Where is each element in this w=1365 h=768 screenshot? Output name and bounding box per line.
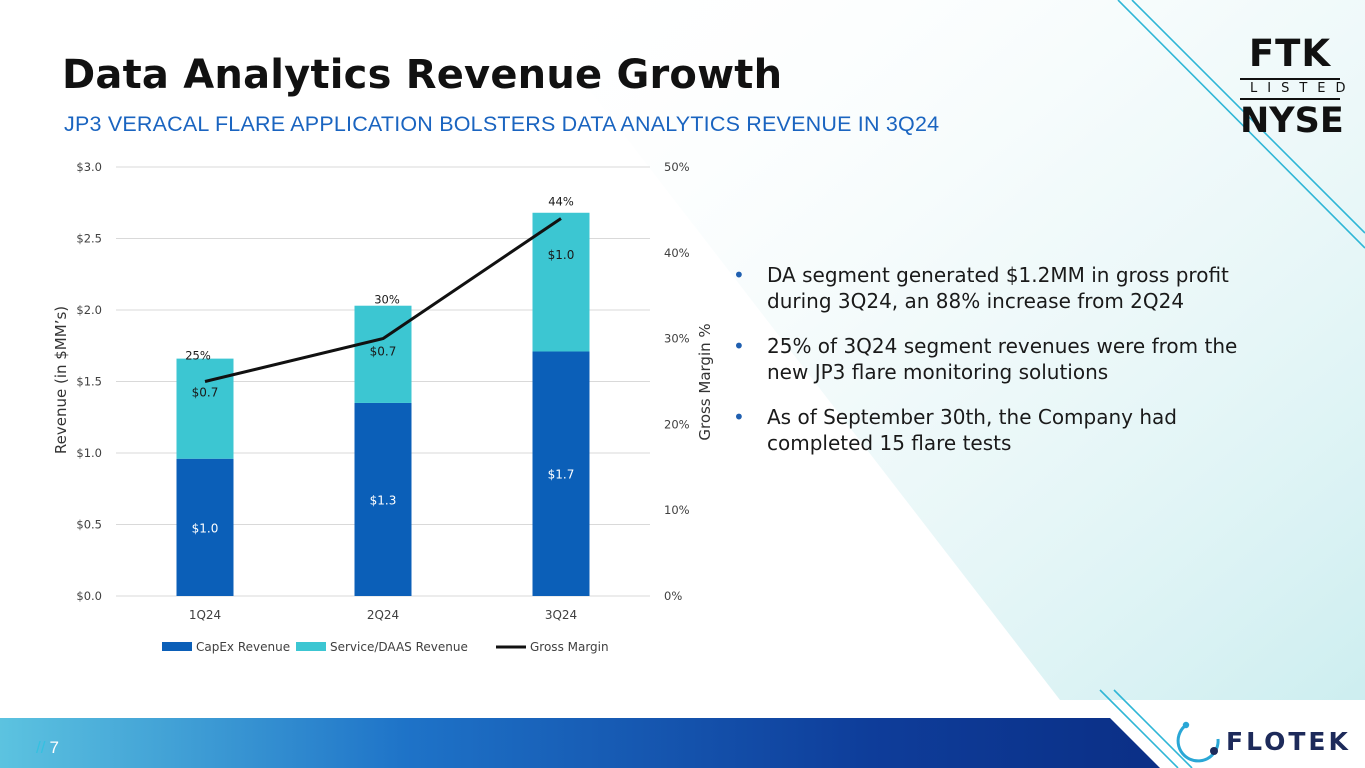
legend-swatch [162,642,192,651]
x-tick-label: 1Q24 [189,608,221,622]
y2-tick-label: 0% [664,589,682,603]
capex-bar [532,351,590,596]
slide-title: Data Analytics Revenue Growth [62,52,783,98]
y2-tick-label: 40% [664,246,690,260]
flotek-wordmark: FLOTEK [1226,727,1351,756]
y-axis-title: Revenue (in $MM’s) [52,306,70,454]
slide-subtitle: JP3 VERACAL FLARE APPLICATION BOLSTERS D… [64,112,940,136]
gross-margin-label: 30% [374,293,400,307]
y-tick-label: $2.5 [76,232,102,246]
service-value-label: $0.7 [370,345,397,359]
page-number: //7 [36,738,59,758]
service-bar [532,212,590,352]
y2-tick-label: 30% [664,332,690,346]
logo-listed: LISTED [1240,78,1346,100]
y-tick-label: $3.0 [76,160,102,174]
legend-swatch [296,642,326,651]
legend-label: Gross Margin [530,640,609,654]
ftk-nyse-logo: FTK LISTED NYSE [1240,32,1346,141]
capex-value-label: $1.3 [370,493,397,507]
capex-bar [354,402,412,596]
y2-axis-title: Gross Margin % [696,323,714,440]
flotek-logo: FLOTEK [1172,715,1362,765]
y-tick-label: $1.5 [76,375,102,389]
logo-exchange: NYSE [1240,101,1344,141]
bullet-item: DA segment generated $1.2MM in gross pro… [733,262,1253,314]
legend-label: CapEx Revenue [196,640,290,654]
y-tick-label: $1.0 [76,446,102,460]
chart-legend: CapEx Revenue Service/DAAS Revenue Gross M… [162,640,609,654]
capex-value-label: $1.0 [192,521,219,535]
legend-label: Service/DAAS Revenue [330,640,468,654]
capex-value-label: $1.7 [548,468,575,482]
gross-margin-label: 44% [548,194,574,208]
service-value-label: $1.0 [548,248,575,262]
y-tick-label: $0.5 [76,518,102,532]
x-tick-label: 3Q24 [545,608,577,622]
bullet-item: As of September 30th, the Company had co… [733,404,1253,456]
bullet-item: 25% of 3Q24 segment revenues were from t… [733,333,1253,385]
gross-margin-label: 25% [185,349,211,363]
service-value-label: $0.7 [192,386,219,400]
y2-tick-label: 10% [664,503,690,517]
y2-tick-label: 50% [664,160,690,174]
service-bar [176,358,234,459]
x-tick-label: 2Q24 [367,608,399,622]
page-prefix: // [36,738,46,757]
y-tick-label: $2.0 [76,303,102,317]
logo-ticker: FTK [1248,32,1332,75]
service-bar [354,305,412,403]
capex-bar [176,458,234,596]
bullet-list: DA segment generated $1.2MM in gross pro… [733,262,1253,475]
y2-tick-label: 20% [664,417,690,431]
page-number-value: 7 [49,738,59,757]
gross-margin-line [204,217,562,383]
flotek-mark-icon [1176,721,1220,763]
y-tick-label: $0.0 [76,589,102,603]
